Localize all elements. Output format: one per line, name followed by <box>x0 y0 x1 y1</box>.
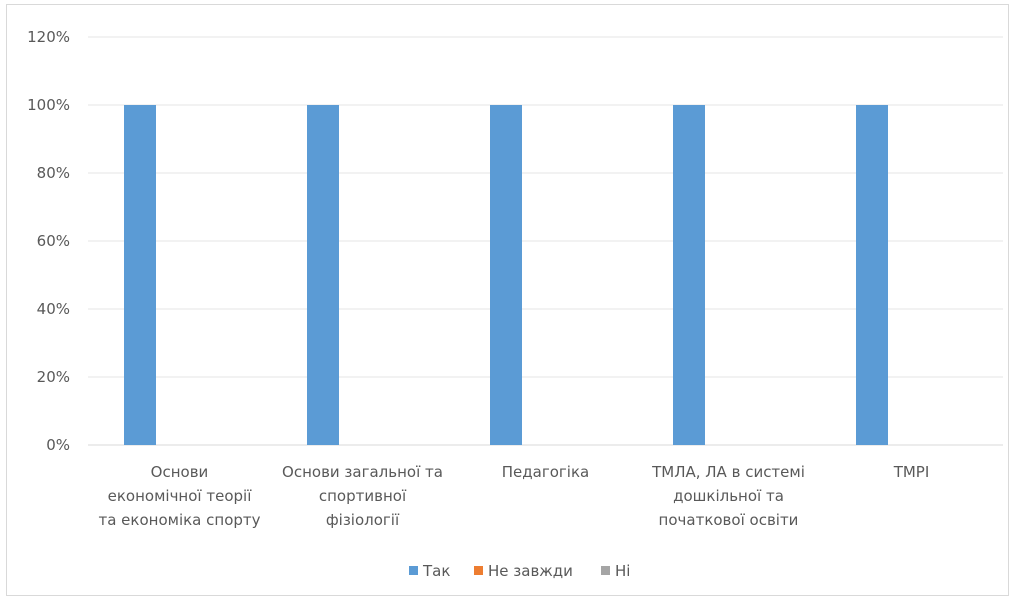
legend-swatch <box>409 566 418 575</box>
legend-label: Так <box>422 562 450 580</box>
y-tick-label: 120% <box>27 28 70 46</box>
bar <box>673 105 705 445</box>
legend-label: Ні <box>615 562 630 580</box>
legend-swatch <box>474 566 483 575</box>
legend: Так Не завжди Ні <box>409 562 630 580</box>
y-tick-label: 60% <box>37 232 70 250</box>
y-tick-label: 40% <box>37 300 70 318</box>
y-tick-label: 0% <box>46 436 70 454</box>
legend-item: Не завжди <box>474 562 573 580</box>
x-axis: Основи економічної теорії та економіка спо… <box>98 463 929 529</box>
bar <box>124 105 156 445</box>
legend-swatch <box>601 566 610 575</box>
x-tick-label: ТМЛА, ЛА в системі дошкільної та початково… <box>651 463 805 529</box>
x-tick-label: Педагогіка <box>502 463 589 481</box>
x-tick-label: ТМРІ <box>893 463 930 481</box>
bar <box>307 105 339 445</box>
y-tick-label: 100% <box>27 96 70 114</box>
legend-label: Не завжди <box>488 562 573 580</box>
y-axis: 0% 20% 40% 60% 80% 100% 120% <box>27 28 70 454</box>
bars <box>124 105 888 445</box>
y-tick-label: 20% <box>37 368 70 386</box>
gridlines <box>88 36 1003 446</box>
legend-item: Так <box>409 562 450 580</box>
bar <box>856 105 888 445</box>
x-tick-label: Основи економічної теорії та економіка спо… <box>98 463 260 529</box>
bar <box>490 105 522 445</box>
y-tick-label: 80% <box>37 164 70 182</box>
legend-item: Ні <box>601 562 630 580</box>
x-tick-label: Основи загальної та спортивної фізіології <box>282 463 443 529</box>
